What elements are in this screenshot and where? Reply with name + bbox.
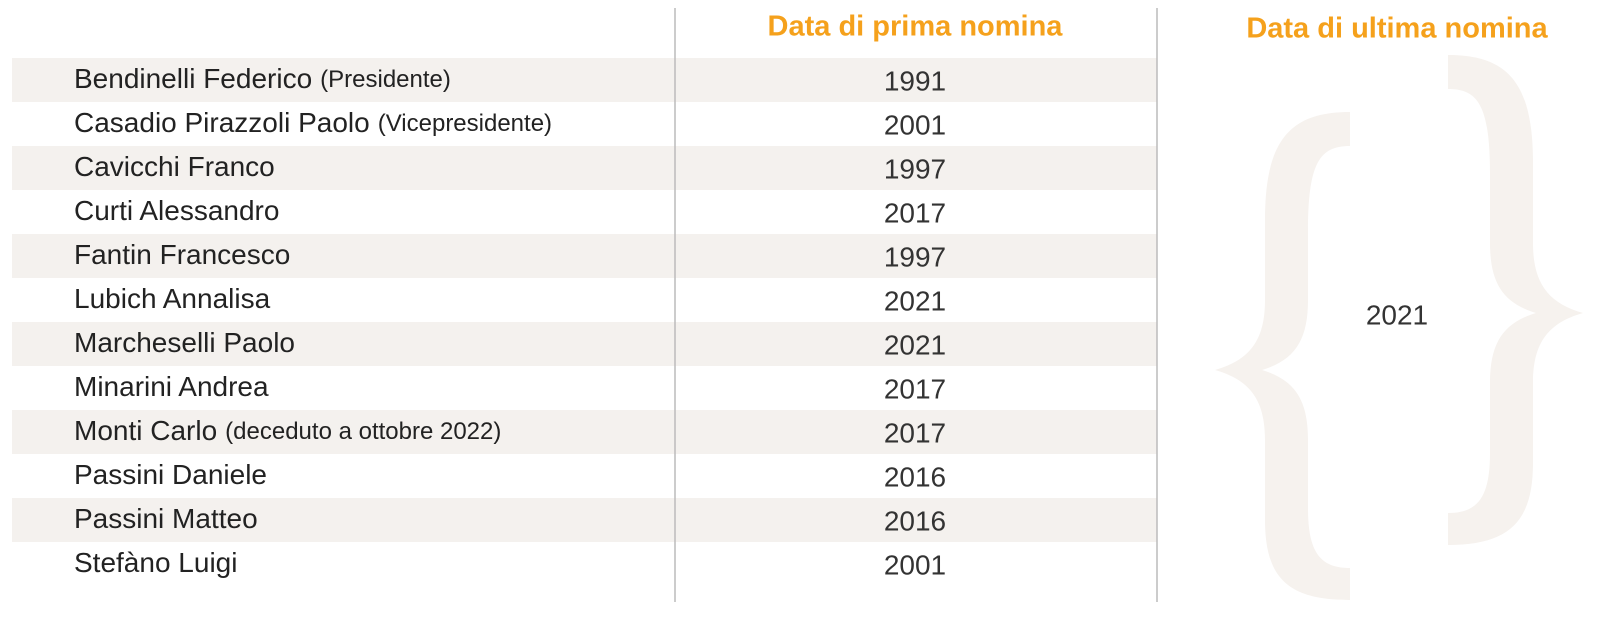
- member-name: Fantin Francesco: [74, 239, 290, 270]
- note: (deceduto a ottobre 2022): [225, 418, 501, 445]
- row-shade: [12, 410, 1157, 454]
- member-name: Bendinelli Federico (Presidente): [74, 63, 451, 94]
- first-nomina: 2016: [884, 505, 946, 536]
- member-name: Casadio Pirazzoli Paolo (Vicepresidente): [74, 107, 552, 138]
- first-nomina: 1997: [884, 241, 946, 272]
- left-brace: [1215, 112, 1350, 600]
- note: (Vicepresidente): [378, 110, 552, 137]
- name: Minarini Andrea: [74, 371, 269, 402]
- first-nomina: 2017: [884, 373, 946, 404]
- name: Passini Matteo: [74, 503, 258, 534]
- header-first: Data di prima nomina: [768, 11, 1064, 43]
- row-shade: [12, 234, 1157, 278]
- member-name: Marcheselli Paolo: [74, 327, 295, 358]
- first-nomina: 2001: [884, 109, 946, 140]
- row-shade: [12, 498, 1157, 542]
- member-name: Minarini Andrea: [74, 371, 269, 402]
- name: Casadio Pirazzoli Paolo: [74, 107, 370, 138]
- name: Bendinelli Federico: [74, 63, 312, 94]
- member-name: Curti Alessandro: [74, 195, 279, 226]
- row-shade: [12, 146, 1157, 190]
- name: Stefàno Luigi: [74, 547, 237, 578]
- first-nomina: 1991: [884, 65, 946, 96]
- name: Monti Carlo: [74, 415, 217, 446]
- first-nomina: 2017: [884, 417, 946, 448]
- row-shade: [12, 322, 1157, 366]
- name: Passini Daniele: [74, 459, 267, 490]
- member-name: Cavicchi Franco: [74, 151, 275, 182]
- header-last: Data di ultima nomina: [1246, 13, 1548, 45]
- first-nomina: 2021: [884, 329, 946, 360]
- row-shade: [12, 58, 1157, 102]
- right-brace: [1448, 55, 1583, 545]
- member-name: Passini Daniele: [74, 459, 267, 490]
- last-nomina: 2021: [1366, 299, 1428, 330]
- name: Marcheselli Paolo: [74, 327, 295, 358]
- member-name: Passini Matteo: [74, 503, 258, 534]
- note: (Presidente): [320, 66, 451, 93]
- first-nomina: 2021: [884, 285, 946, 316]
- name: Cavicchi Franco: [74, 151, 275, 182]
- member-name: Lubich Annalisa: [74, 283, 271, 314]
- first-nomina: 1997: [884, 153, 946, 184]
- name: Curti Alessandro: [74, 195, 279, 226]
- first-nomina: 2001: [884, 549, 946, 580]
- name: Fantin Francesco: [74, 239, 290, 270]
- member-name: Monti Carlo (deceduto a ottobre 2022): [74, 415, 501, 446]
- member-name: Stefàno Luigi: [74, 547, 237, 578]
- first-nomina: 2017: [884, 197, 946, 228]
- name: Lubich Annalisa: [74, 283, 271, 314]
- first-nomina: 2016: [884, 461, 946, 492]
